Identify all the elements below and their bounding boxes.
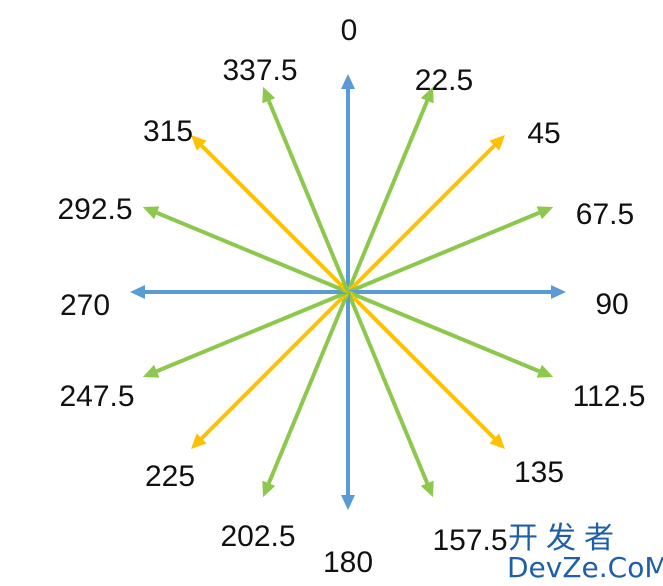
arrow-90 xyxy=(348,285,566,299)
angle-label-337-5: 337.5 xyxy=(222,54,297,87)
arrow-shaft xyxy=(200,144,350,294)
arrow-head xyxy=(341,74,355,89)
angle-label-180: 180 xyxy=(323,546,373,579)
arrow-head xyxy=(420,480,434,498)
arrow-225 xyxy=(191,290,350,449)
arrow-head xyxy=(191,135,207,151)
angle-label-202-5: 202.5 xyxy=(220,520,295,553)
angle-label-157-5: 157.5 xyxy=(432,524,507,557)
arrow-22-5 xyxy=(346,86,434,293)
arrow-202-5 xyxy=(262,291,350,498)
arrow-157-5 xyxy=(346,291,434,498)
arrow-180 xyxy=(341,292,355,510)
arrow-head xyxy=(536,206,554,220)
arrow-shaft xyxy=(155,210,349,294)
angle-label-112-5: 112.5 xyxy=(573,380,646,413)
watermark-latin: DevZe.CoM xyxy=(507,551,663,584)
arrow-67-5 xyxy=(347,206,554,294)
watermark-chinese: 开发者 xyxy=(508,521,622,556)
arrow-shaft xyxy=(347,210,541,294)
arrow-group xyxy=(130,74,566,510)
arrow-shaft xyxy=(346,291,430,485)
angle-label-247-5: 247.5 xyxy=(59,380,134,413)
arrow-247-5 xyxy=(142,290,349,378)
arrow-head xyxy=(191,433,207,449)
angle-label-315: 315 xyxy=(143,115,193,148)
arrow-shaft xyxy=(347,290,541,374)
arrow-head xyxy=(341,495,355,510)
arrow-shaft xyxy=(266,291,350,485)
arrow-shaft xyxy=(155,290,349,374)
arrow-45 xyxy=(346,135,505,294)
arrow-head xyxy=(489,135,505,151)
arrow-shaft xyxy=(346,290,496,440)
arrow-shaft xyxy=(200,290,350,440)
arrow-head xyxy=(130,285,145,299)
arrow-270 xyxy=(130,285,348,299)
angle-label-22-5: 22.5 xyxy=(415,64,473,97)
arrow-head xyxy=(142,206,160,220)
arrow-head xyxy=(489,433,505,449)
angle-label-0: 0 xyxy=(341,14,358,47)
arrow-shaft xyxy=(346,99,430,293)
angle-label-67-5: 67.5 xyxy=(576,198,634,231)
angle-label-90: 90 xyxy=(595,288,628,321)
arrow-head xyxy=(262,480,276,498)
arrow-head xyxy=(142,364,160,378)
arrow-head xyxy=(420,86,434,104)
watermark: 开发者 DevZe.CoM xyxy=(507,521,663,584)
arrow-head xyxy=(551,285,566,299)
arrow-shaft xyxy=(266,99,350,293)
arrow-head xyxy=(536,364,554,378)
arrow-0 xyxy=(341,74,355,292)
arrow-shaft xyxy=(346,144,496,294)
angle-label-45: 45 xyxy=(527,117,560,150)
angle-label-225: 225 xyxy=(145,460,195,493)
arrow-292-5 xyxy=(142,206,349,294)
angle-label-270: 270 xyxy=(60,289,110,322)
arrow-315 xyxy=(191,135,350,294)
arrow-head xyxy=(262,86,276,104)
arrow-135 xyxy=(346,290,505,449)
angle-label-292-5: 292.5 xyxy=(57,193,132,226)
label-group: 0 22.5 45 67.5 90 112.5 135 157.5 180 202.5 225 247… xyxy=(57,14,645,579)
angle-label-135: 135 xyxy=(514,456,564,489)
arrow-112-5 xyxy=(347,290,554,378)
arrow-337-5 xyxy=(262,86,350,293)
